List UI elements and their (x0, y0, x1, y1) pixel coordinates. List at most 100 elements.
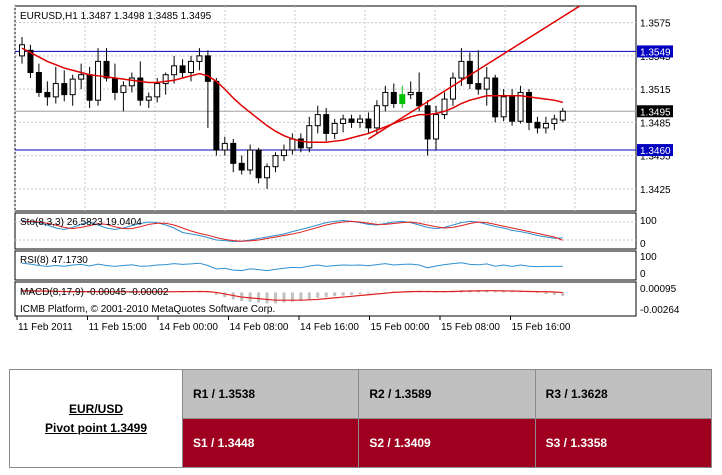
candle-body (238, 162, 245, 171)
rsi-line (21, 262, 563, 272)
level-lines (15, 50, 636, 151)
time-tick-label: 15 Feb 00:00 (371, 322, 430, 333)
candle-body (128, 77, 135, 87)
candle-body (517, 91, 524, 122)
candle-body (61, 83, 68, 96)
rsi-tick-top: 100 (640, 252, 657, 263)
time-tick-label: 15 Feb 16:00 (512, 322, 571, 333)
macd-signal-series (22, 290, 563, 301)
candle-body (390, 91, 397, 105)
candle-body (466, 60, 473, 85)
candle-body (483, 77, 490, 90)
price-tick-label: 1.3575 (640, 19, 671, 30)
platform-watermark: ICMB Platform, © 2001-2010 MetaQuotes So… (20, 304, 275, 315)
rsi-label: RSI(8) 47.1730 (20, 255, 88, 266)
candle-body (399, 94, 406, 105)
candle-body (500, 96, 507, 118)
stochastic-grid (15, 221, 636, 241)
candle-body (188, 60, 194, 73)
candle-body (526, 91, 532, 123)
candle-body (137, 77, 144, 101)
candle-body (27, 49, 34, 73)
candle-body (475, 83, 482, 90)
candle-body (95, 60, 102, 101)
trendline-segment (368, 5, 581, 140)
candle-body (272, 155, 279, 168)
price-grid (14, 6, 636, 211)
candle-body (449, 77, 456, 100)
candle-body (306, 125, 313, 149)
candle-body (534, 121, 541, 129)
candle-body (162, 74, 169, 85)
candle-body (247, 149, 254, 171)
rsi-tick-bottom: 0 (640, 269, 646, 280)
time-tick-label: 14 Feb 16:00 (300, 322, 359, 333)
candle-body (196, 55, 203, 62)
candle-body (230, 142, 237, 164)
candle-body (407, 91, 414, 96)
macd-tick-top: 0.00095 (640, 284, 677, 295)
candle-body (433, 114, 440, 140)
time-tick-label: 14 Feb 00:00 (159, 322, 218, 333)
macd-tick-bottom: -0.00264 (640, 305, 680, 316)
time-tick-label: 14 Feb 08:00 (230, 322, 289, 333)
candle-body (204, 55, 211, 82)
candle-body (154, 83, 161, 98)
candle-body (509, 96, 516, 122)
candle-body (559, 110, 566, 121)
candle-body (289, 138, 296, 151)
candle-body (373, 105, 380, 129)
candle-body (331, 122, 338, 134)
svg-text:1.3549: 1.3549 (640, 47, 671, 58)
stochastic-tick-top: 100 (640, 216, 657, 227)
candle-body (103, 60, 110, 79)
r2-cell: R2 / 1.3589 (358, 369, 536, 419)
s3-cell: S3 / 1.3358 (534, 418, 713, 468)
candle-body (171, 65, 178, 76)
svg-text:1.3495: 1.3495 (640, 107, 671, 118)
chart-header: EURUSD,H1 1.3487 1.3498 1.3485 1.3495 (20, 11, 212, 22)
candle-body (69, 78, 76, 96)
candle-body (458, 60, 465, 79)
stochastic-lines (21, 219, 563, 243)
candle-body (19, 44, 25, 57)
macd-label: MACD(8,17,9) -0.00045 -0.00002 (20, 287, 169, 298)
candle-body (145, 96, 152, 101)
candle-body (357, 118, 363, 123)
price-tick-label: 1.3485 (640, 118, 671, 129)
candle-body (424, 105, 431, 140)
price-tick-label: 1.3515 (640, 85, 671, 96)
price-pane (14, 5, 637, 212)
time-tick-label: 11 Feb 15:00 (89, 322, 148, 333)
candle-body (264, 166, 271, 179)
time-axis: 11 Feb 2011 11 Feb 15:00 14 Feb 00:00 14 Fe… (16, 316, 571, 333)
macd-signal-line (22, 290, 563, 301)
price-tick-label: 1.3455 (640, 152, 671, 163)
candle-body (297, 138, 304, 149)
s1-cell: S1 / 1.3448 (181, 418, 360, 468)
candle-body (340, 118, 347, 124)
stochastic-label: Sto(8,3,3) 26.5823 19.0404 (20, 217, 142, 228)
candle-body (314, 114, 321, 127)
svg-text:1.3460: 1.3460 (640, 146, 671, 157)
rsi-series-line (21, 262, 563, 272)
pivot-point-label: Pivot point 1.3499 (44, 420, 148, 435)
trendline (368, 5, 581, 140)
price-tick-label: 1.3425 (640, 185, 671, 196)
candle-body (382, 91, 389, 107)
moving-average-line (21, 47, 563, 144)
candle-body (221, 142, 228, 151)
candle-body (120, 85, 127, 93)
candle-body (44, 91, 51, 98)
candle-body (255, 149, 262, 179)
candle-body (52, 83, 59, 98)
candle-body (111, 77, 118, 93)
candle-body (441, 98, 448, 116)
pair-label: EUR/USD (68, 401, 123, 416)
candle-body (179, 65, 186, 73)
candle-body (348, 118, 355, 123)
moving-average (21, 47, 563, 144)
candle-body (551, 118, 558, 124)
trading-chart: EURUSD,H1 1.3487 1.3498 1.3485 1.3495 1.… (14, 5, 680, 333)
r3-cell: R3 / 1.3628 (534, 369, 713, 419)
